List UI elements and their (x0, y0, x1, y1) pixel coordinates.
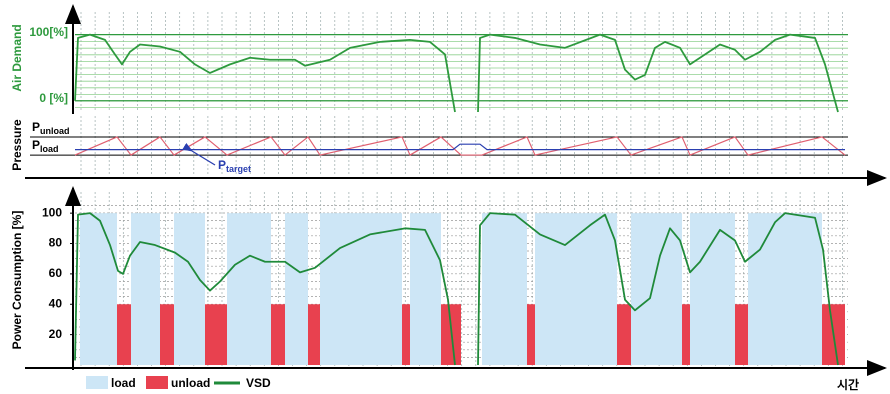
line (74, 136, 846, 156)
legend-swatch (146, 376, 168, 389)
legend-label: unload (171, 376, 210, 390)
axes (25, 4, 887, 376)
bar (735, 304, 748, 365)
bar (690, 213, 735, 365)
y-tick-label: 100[%] (29, 25, 68, 39)
y-tick-label: 20 (49, 327, 63, 341)
y-tick-label: Punload (32, 120, 70, 136)
legend-swatch (86, 376, 108, 389)
bar (410, 213, 441, 365)
bar (160, 304, 174, 365)
y-axis-label: Pressure (10, 119, 24, 171)
bar (131, 213, 160, 365)
marks (74, 33, 846, 366)
bar (205, 304, 227, 365)
bar (117, 304, 131, 365)
bar (402, 304, 410, 365)
tick-sub: unload (40, 126, 70, 136)
bar (482, 213, 527, 365)
bar (174, 213, 205, 365)
bar (271, 304, 285, 365)
annotation-sub: target (226, 164, 251, 174)
annotation: Ptarget (218, 158, 251, 174)
y-tick-label: Pload (32, 138, 59, 154)
tick-main: P (32, 138, 40, 152)
bar (682, 304, 690, 365)
bar (285, 213, 308, 365)
annotation-arrow (182, 142, 216, 166)
y-tick-label: 40 (49, 296, 63, 310)
bar (617, 304, 631, 365)
tick-sub: load (40, 144, 59, 154)
y-tick-label: 60 (49, 266, 63, 280)
bar (527, 304, 535, 365)
labels: Air Demand 100[%]0 [%]Pressure PunloadPloa… (10, 24, 859, 392)
line (74, 212, 839, 366)
annotation-main: P (218, 158, 226, 172)
x-axis-label: 시간 (837, 377, 859, 392)
y-tick-label: 100 (42, 205, 62, 219)
y-axis-label: Air Demand (10, 24, 24, 91)
bar (631, 213, 682, 365)
bar (80, 213, 117, 365)
bar (748, 213, 822, 365)
bar (308, 304, 320, 365)
line (75, 143, 845, 151)
y-axis-label: Power Consumption [%] (10, 211, 24, 350)
y-tick-label: 0 [%] (39, 91, 68, 105)
line (74, 33, 839, 113)
legend-label: load (111, 376, 136, 390)
bar (227, 213, 271, 365)
tick-main: P (32, 120, 40, 134)
bar (320, 213, 402, 365)
legend-label: VSD (246, 376, 271, 390)
y-tick-label: 80 (49, 236, 63, 250)
